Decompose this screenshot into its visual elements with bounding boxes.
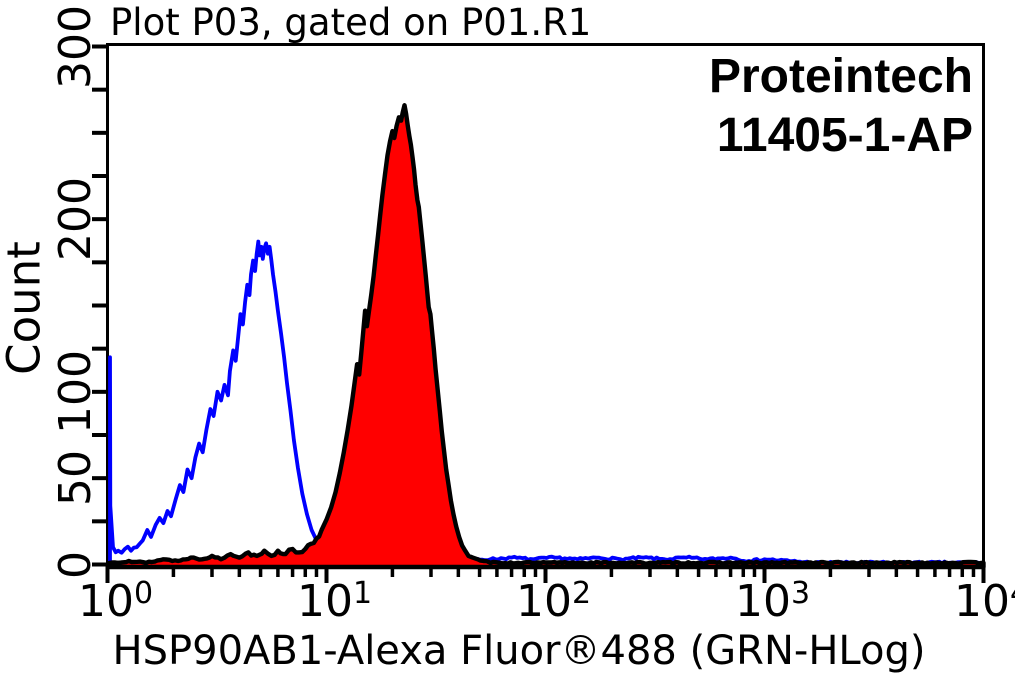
y-tick-label: 300	[50, 4, 101, 89]
x-axis-title: HSP90AB1-Alexa Fluor®488 (GRN-HLog)	[112, 628, 926, 674]
histogram-canvas	[92, 43, 986, 583]
x-tick-label: 101	[296, 576, 373, 627]
y-tick-label: 200	[50, 177, 101, 262]
y-tick-label: 100	[50, 349, 101, 434]
annotation-catalog-number: 11405-1-AP	[716, 108, 973, 162]
plot-frame	[106, 43, 985, 567]
y-tick-label: 0	[50, 550, 101, 579]
x-tick-label: 103	[734, 576, 811, 627]
y-tick-label: 50	[50, 450, 101, 507]
red-histogram-area	[107, 103, 986, 570]
annotation: Proteintech 11405-1-AP	[709, 48, 973, 165]
y-axis-title: Count	[0, 241, 51, 375]
plot-title: Plot P03, gated on P01.R1	[110, 1, 592, 44]
annotation-brand: Proteintech	[708, 50, 973, 103]
blue-histogram-curve	[108, 239, 985, 566]
x-tick-label: 102	[515, 576, 592, 627]
x-tick-label: 104	[953, 576, 1015, 627]
x-tick-label: 100	[77, 576, 154, 627]
